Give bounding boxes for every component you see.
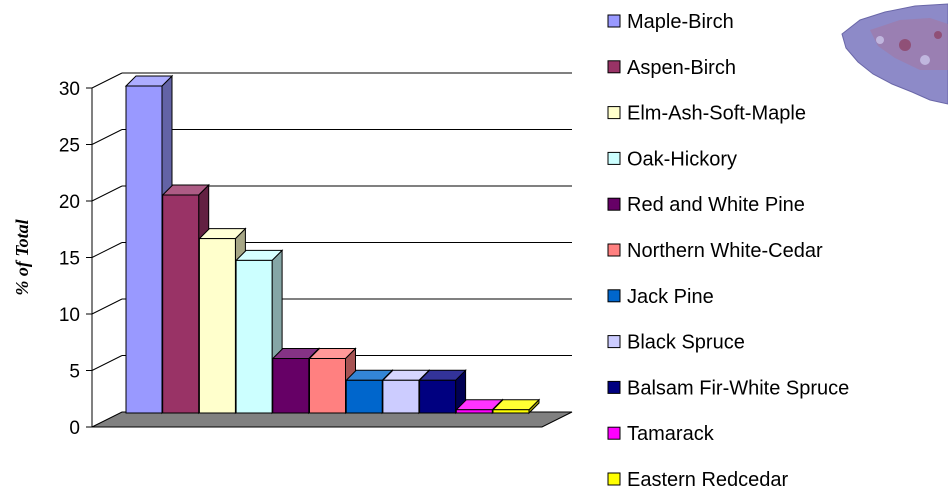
y-axis-title: % of Total	[12, 219, 32, 295]
y-tick-label: 5	[69, 362, 80, 383]
bar-front	[345, 379, 383, 414]
legend-label: Northern White-Cedar	[627, 240, 823, 262]
legend-swatch	[607, 106, 621, 120]
gridline-side	[91, 242, 123, 258]
legend-label: Jack Pine	[627, 286, 714, 308]
legend-swatch	[607, 197, 621, 211]
y-tick-label: 10	[59, 305, 80, 326]
legend-label: Eastern Redcedar	[627, 469, 789, 491]
bar-front	[162, 194, 200, 414]
y-tick-label: 0	[69, 418, 80, 439]
bar	[124, 74, 174, 415]
y-tick-label: 30	[59, 79, 80, 100]
legend-swatch	[607, 380, 621, 394]
bar-front	[419, 379, 457, 414]
bar-front	[272, 358, 310, 414]
legend-swatch	[607, 243, 621, 257]
legend-label: Balsam Fir-White Spruce	[627, 377, 849, 399]
y-tick-label: 20	[59, 192, 80, 213]
bar-front	[455, 409, 493, 414]
bar-front	[492, 409, 530, 414]
gridline-side	[91, 355, 123, 371]
legend-swatch	[607, 472, 621, 486]
gridline-side	[91, 72, 123, 89]
gridline-side	[91, 129, 123, 145]
bar-front	[382, 379, 420, 414]
legend-label: Aspen-Birch	[627, 57, 736, 79]
bar-front	[309, 358, 346, 414]
legend-swatch	[607, 335, 621, 349]
gridline-side	[91, 185, 123, 202]
legend-label: Oak-Hickory	[627, 148, 737, 170]
legend-swatch	[607, 14, 621, 28]
y-tick-label: 15	[59, 249, 80, 270]
legend-label: Elm-Ash-Soft-Maple	[627, 103, 806, 125]
legend-swatch	[607, 426, 621, 440]
legend-label: Red and White Pine	[627, 194, 805, 216]
bar	[491, 398, 541, 415]
bar-front	[235, 259, 273, 414]
gridline-side	[91, 298, 123, 315]
legend-label: Maple-Birch	[627, 11, 734, 33]
legend-label: Tamarack	[627, 423, 715, 445]
bar	[418, 369, 467, 415]
bar-front	[198, 238, 236, 414]
bar-front	[125, 85, 163, 414]
legend-label: Black Spruce	[627, 332, 745, 354]
legend-swatch	[607, 289, 621, 303]
forest-map-image	[841, 3, 948, 105]
y-tick-label: 25	[59, 136, 80, 157]
legend-swatch	[607, 60, 621, 74]
legend-swatch	[607, 151, 621, 165]
chart-floor	[91, 411, 573, 428]
